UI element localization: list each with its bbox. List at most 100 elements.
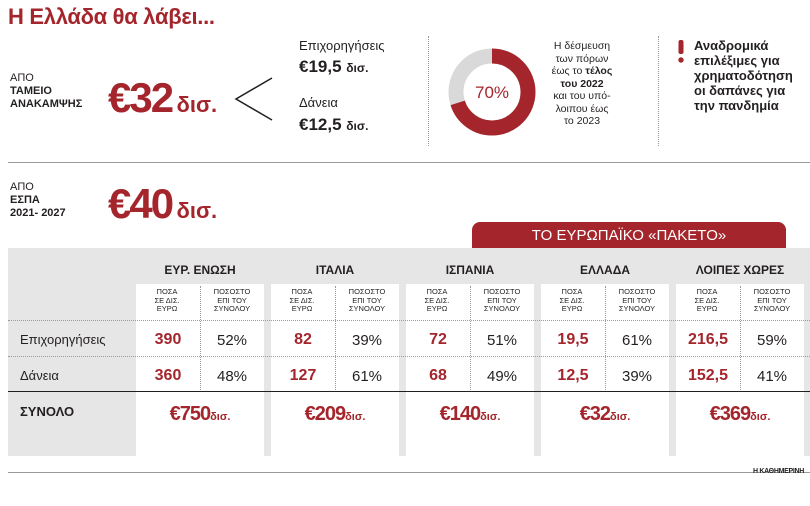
share-subheader: ΠΟΣΟΣΤΟ ΕΠΙ ΤΟΥ ΣΥΝΟΛΟΥ (742, 287, 802, 314)
subheader-line: ΣΕ ΔΙΣ. (154, 295, 180, 305)
row-label-loans: Δάνεια (20, 368, 59, 383)
donut-caption-line: έως το τέλος (546, 65, 618, 78)
recovery-label-line2: ΑΝΑΚΑΜΨΗΣ (10, 98, 83, 110)
total-amount-unit: δισ. (750, 411, 771, 423)
espa-amount: €40 δισ. (108, 180, 217, 228)
footer-line (8, 472, 810, 473)
divider (428, 36, 429, 146)
amount-subheader: ΠΟΣΑ ΣΕ ΔΙΣ. ΕΥΡΩ (408, 287, 466, 314)
country-header: ΕΥΡ. ΕΝΩΣΗ (164, 263, 236, 277)
split-arrow-icon (234, 77, 273, 121)
recovery-amount-value: €32 (108, 74, 174, 121)
subheader-line: ΠΟΣΑ (291, 287, 313, 296)
country-header: ΛΟΙΠΕΣ ΧΩΡΕΣ (695, 263, 785, 277)
loans-label: Δάνεια (299, 95, 338, 110)
subheader-line: ΕΠΙ ΤΟΥ (352, 295, 382, 305)
recovery-amount-unit: δισ. (176, 92, 218, 117)
grants-amount-cell: 19,5 (557, 331, 589, 348)
loans-amount-cell: 360 (154, 367, 182, 384)
loans-amount-cell: 68 (429, 367, 447, 384)
grants-amount-cell: 216,5 (687, 331, 729, 348)
package-banner: ΤΟ ΕΥΡΩΠΑΪΚΟ «ΠΑΚΕΤΟ» (472, 222, 786, 248)
note-line: Αναδρομικά (694, 38, 769, 53)
loans-amount-cell: 12,5 (557, 367, 589, 384)
loans-share-cell: 49% (486, 368, 518, 385)
subheader-line: ΕΠΙ ΤΟΥ (757, 295, 787, 305)
loans-amount-cell: 127 (289, 367, 317, 384)
divider (658, 36, 659, 146)
subheader-line: ΣΕ ΔΙΣ. (694, 295, 720, 305)
recovery-amount: €32 δισ. (108, 74, 217, 122)
grants-share-cell: 59% (756, 332, 788, 349)
donut-caption: Η δέσμευση των πόρων έως το τέλος του 20… (546, 40, 618, 128)
loans-amount-value: €12,5 (299, 115, 342, 134)
exclamation-icon (678, 40, 684, 63)
donut-caption-line: λοιπου έως (555, 102, 609, 115)
donut-caption-line: και του υπό- (553, 90, 611, 102)
subheader-line: ΣΥΝΟΛΟΥ (618, 304, 656, 313)
subheader-line: ΣΥΝΟΛΟΥ (348, 304, 386, 313)
column-divider (335, 286, 336, 390)
total-amount: €750δισ. (136, 403, 264, 426)
loans-amount: €12,5 δισ. (299, 115, 368, 135)
total-amount: €369δισ. (676, 403, 804, 426)
grants-amount-unit: δισ. (346, 61, 369, 75)
donut-caption-line: των πόρων (555, 52, 609, 65)
total-amount-unit: δισ. (345, 411, 366, 423)
donut-caption-line: του 2022 (560, 77, 604, 90)
subheader-line: ΠΟΣΑ (156, 287, 178, 296)
donut-label: 70% (475, 83, 509, 102)
country-header: ΙΤΑΛΙΑ (315, 263, 355, 277)
espa-label: ΑΠΟ ΕΣΠΑ 2021- 2027 (10, 181, 66, 220)
grants-amount-cell: 82 (294, 331, 312, 348)
subheader-line: ΕΥΡΩ (696, 304, 718, 313)
subheader-line: ΕΥΡΩ (156, 304, 178, 313)
amount-subheader: ΠΟΣΑ ΣΕ ΔΙΣ. ΕΥΡΩ (138, 287, 196, 314)
grants-label: Επιχορηγήσεις (299, 38, 385, 53)
credit: Η ΚΑΘΗΜΕΡΙΝΗ (752, 468, 804, 475)
column-divider (470, 286, 471, 390)
loans-share-cell: 39% (621, 368, 653, 385)
espa-label-line1: ΕΣΠΑ (10, 194, 40, 206)
subheader-line: ΣΕ ΔΙΣ. (289, 295, 315, 305)
column-divider (200, 286, 201, 390)
subheader-line: ΕΠΙ ΤΟΥ (622, 295, 652, 305)
grants-amount-value: €19,5 (299, 57, 342, 76)
donut-caption-line: το 2023 (563, 115, 601, 127)
share-subheader: ΠΟΣΟΣΤΟ ΕΠΙ ΤΟΥ ΣΥΝΟΛΟΥ (607, 287, 667, 314)
page-title: Η Ελλάδα θα λάβει... (8, 4, 215, 29)
subheader-line: ΠΟΣΑ (561, 287, 583, 296)
loans-amount-cell: 152,5 (687, 367, 729, 384)
share-subheader: ΠΟΣΟΣΤΟ ΕΠΙ ΤΟΥ ΣΥΝΟΛΟΥ (472, 287, 532, 314)
total-amount-value: €209 (304, 403, 346, 425)
grants-amount-cell: 390 (154, 331, 182, 348)
subheader-line: ΠΟΣΟΣΤΟ (483, 287, 521, 296)
total-amount: €140δισ. (406, 403, 534, 426)
donut-caption-part: έως το (551, 65, 586, 77)
loans-amount-unit: δισ. (346, 119, 369, 133)
row-label-grants: Επιχορηγήσεις (20, 332, 106, 347)
loans-share-cell: 61% (351, 368, 383, 385)
subheader-line: ΣΥΝΟΛΟΥ (213, 304, 251, 313)
subheader-line: ΣΕ ΔΙΣ. (424, 295, 450, 305)
subheader-line: ΠΟΣΟΣΤΟ (213, 287, 251, 296)
row-label-total: ΣΥΝΟΛΟ (20, 404, 75, 419)
subheader-line: ΠΟΣΑ (696, 287, 718, 296)
subheader-line: ΠΟΣΟΣΤΟ (348, 287, 386, 296)
table-rule (8, 356, 810, 357)
espa-label-prefix: ΑΠΟ (10, 181, 34, 193)
note-line: οι δαπάνες για (694, 83, 786, 98)
total-amount: €209δισ. (271, 403, 399, 426)
retroactive-note: Αναδρομικά επιλέξιμες για χρηματοδότηση … (694, 38, 810, 113)
grants-amount-cell: 72 (429, 331, 447, 348)
loans-share-cell: 41% (756, 368, 788, 385)
espa-amount-unit: δισ. (176, 198, 218, 223)
subheader-line: ΕΠΙ ΤΟΥ (487, 295, 517, 305)
country-header: ΙΣΠΑΝΙΑ (445, 263, 495, 277)
subheader-line: ΠΟΣΑ (426, 287, 448, 296)
amount-subheader: ΠΟΣΑ ΣΕ ΔΙΣ. ΕΥΡΩ (543, 287, 601, 314)
subheader-line: ΣΥΝΟΛΟΥ (483, 304, 521, 313)
subheader-line: ΠΟΣΟΣΤΟ (618, 287, 656, 296)
recovery-label-prefix: ΑΠΟ (10, 72, 34, 84)
subheader-line: ΕΥΡΩ (426, 304, 448, 313)
